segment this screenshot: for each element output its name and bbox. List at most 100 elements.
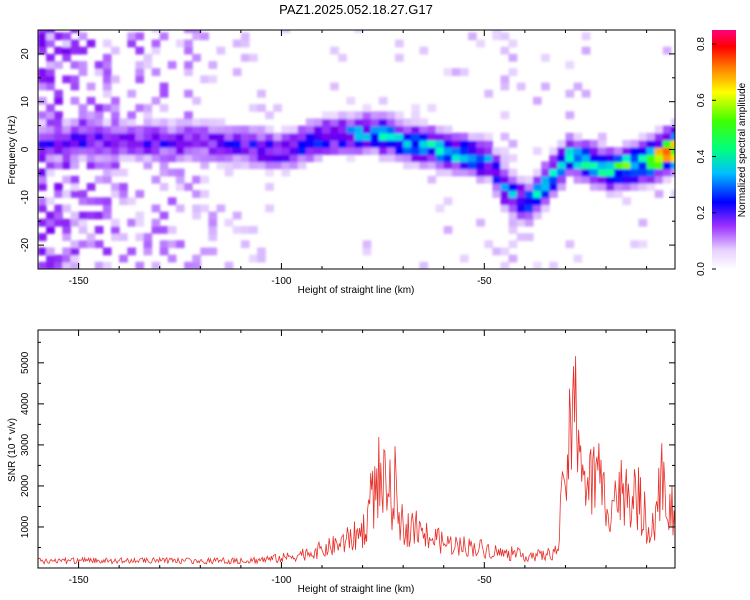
heatmap-cell — [62, 175, 71, 184]
heatmap-cell — [305, 125, 315, 134]
heatmap-cell — [662, 161, 672, 170]
heatmap-cell — [614, 147, 623, 155]
heatmap-cell — [62, 139, 71, 148]
heatmap-cell — [419, 118, 429, 127]
heatmap-cell — [111, 132, 120, 141]
heatmap-cell — [435, 204, 445, 213]
heatmap-cell — [581, 147, 591, 155]
heatmap-cell — [175, 125, 185, 134]
heatmap-cell — [70, 125, 80, 134]
heatmap-cell — [581, 89, 591, 98]
heatmap-cell — [476, 132, 485, 141]
heatmap-cell — [508, 53, 518, 62]
heatmap-cell — [151, 68, 161, 76]
heatmap-cell — [573, 139, 583, 148]
heatmap-cell — [362, 247, 372, 256]
heatmap-cell — [500, 82, 510, 91]
heatmap-cell — [622, 183, 631, 191]
heatmap-cell — [622, 168, 631, 177]
heatmap-cell — [94, 147, 104, 155]
heatmap-cell — [257, 89, 266, 98]
heatmap-cell — [192, 96, 201, 105]
heatmap-cell — [606, 147, 615, 155]
heatmap-cell — [443, 161, 453, 170]
heatmap-cell — [606, 190, 615, 198]
colorbar-label: Normalized spectral amplitude — [737, 82, 748, 217]
heatmap-cell — [78, 125, 88, 134]
heatmap-cell — [460, 254, 469, 263]
heatmap-cell — [102, 61, 112, 69]
heatmap-cell — [622, 139, 631, 148]
heatmap-cell — [557, 147, 566, 155]
heatmap-cell — [313, 132, 323, 141]
heatmap-cell — [419, 161, 429, 170]
heatmap-cell — [565, 111, 575, 120]
heatmap-cell — [135, 75, 145, 84]
heatmap-cell — [200, 118, 209, 127]
heatmap-cell — [151, 39, 161, 48]
heatmap-cell — [557, 161, 566, 170]
heatmap-cell — [175, 154, 185, 163]
heatmap-cell — [338, 132, 347, 141]
heatmap-cell — [46, 82, 55, 91]
heatmap-cell — [370, 111, 380, 120]
heatmap-cell — [111, 147, 120, 155]
heatmap-cell — [70, 183, 80, 191]
heatmap-cell — [516, 190, 526, 198]
heatmap-cell — [443, 125, 453, 134]
heatmap-cell — [451, 168, 461, 177]
heatmap-cell — [54, 218, 63, 227]
heatmap-cell — [119, 254, 128, 263]
heatmap-cell — [135, 261, 145, 269]
heatmap-cell — [354, 147, 364, 155]
heatmap-cell — [102, 139, 112, 148]
heatmap-cell — [86, 183, 96, 191]
heatmap-cell — [573, 132, 583, 141]
heatmap-cell — [78, 32, 88, 41]
heatmap-cell — [289, 139, 299, 148]
heatmap-cell — [500, 197, 510, 206]
heatmap-cell — [224, 132, 234, 141]
heatmap-cell — [240, 139, 250, 148]
heatmap-cell — [670, 118, 675, 127]
heatmap-cell — [638, 132, 648, 141]
heatmap-cell — [297, 147, 307, 155]
heatmap-cell — [281, 125, 291, 134]
heatmap-cell — [541, 175, 550, 184]
heatmap-cell — [111, 75, 120, 84]
heatmap-cell — [362, 118, 372, 127]
heatmap-cell — [533, 175, 542, 184]
heatmap-cell — [524, 183, 534, 191]
heatmap-cell — [94, 139, 104, 148]
heatmap-cell — [46, 139, 55, 148]
heatmap-cell — [159, 147, 169, 155]
heatmap-cell — [78, 226, 88, 234]
heatmap-cell — [200, 125, 209, 134]
heatmap-cell — [573, 161, 583, 170]
heatmap-cell — [86, 139, 96, 148]
heatmap-cell — [78, 68, 88, 76]
heatmap-cell — [38, 204, 47, 213]
snr-frame — [37, 329, 676, 569]
heatmap-cell — [330, 147, 339, 155]
heatmap-cell — [484, 240, 493, 249]
heatmap-cell — [175, 39, 185, 48]
spectrogram-y-ticks: -20 -10 0 10 20 — [20, 29, 675, 270]
heatmap-cell — [192, 190, 201, 198]
heatmap-cell — [443, 168, 453, 177]
heatmap-cell — [240, 240, 250, 249]
heatmap-cell — [143, 240, 153, 249]
heatmap-cell — [533, 96, 542, 105]
heatmap-cell — [70, 39, 80, 48]
heatmap-cell — [208, 139, 218, 148]
heatmap-cell — [184, 147, 193, 155]
heatmap-cell — [127, 139, 136, 148]
heatmap-cell — [111, 190, 120, 198]
heatmap-cell — [94, 125, 104, 134]
heatmap-cell — [500, 204, 510, 213]
heatmap-cell — [119, 125, 128, 134]
heatmap-cell — [232, 211, 242, 220]
heatmap-cell — [297, 161, 307, 170]
heatmap-cell — [111, 139, 120, 148]
heatmap-cell — [111, 154, 120, 163]
